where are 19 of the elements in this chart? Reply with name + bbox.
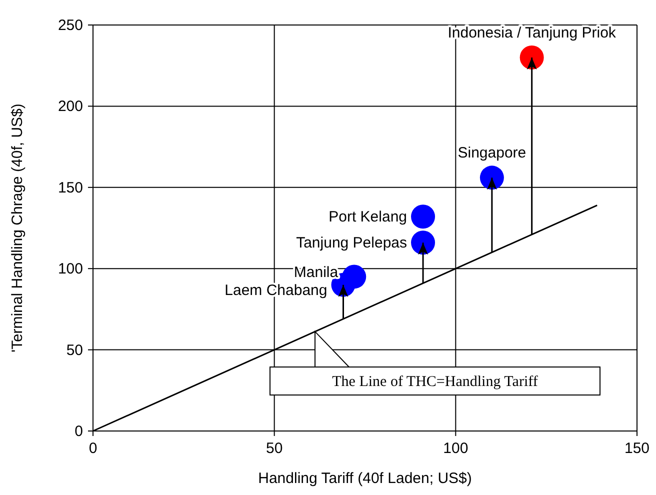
y-tick-label: 0 [74,423,83,440]
y-tick-label: 100 [58,260,83,278]
x-tick-label: 0 [88,440,98,457]
annotation: The Line of THC=Handling Tariff [332,374,538,390]
x-tick-label: 100 [443,440,468,457]
series-label: Singapore [458,144,526,162]
x-tick-label: 150 [624,440,650,457]
y-tick-label: 150 [58,179,83,196]
y-tick-label: 50 [66,342,83,359]
point [342,264,366,289]
series-label: Port Kelang [328,208,408,226]
series-label: Manila [294,264,339,281]
series-label: Tanjung Pelepas [296,234,408,252]
x-axis-title: Handling Tariff (40f Laden; US$) [258,470,472,487]
point [411,204,436,229]
y-tick-label: 250 [58,17,83,34]
y-tick-label: 200 [58,98,83,116]
y-axis-title: 'Terminal Handling Chrage (40f, US$) [9,104,26,352]
x-tick-label: 50 [266,440,283,457]
